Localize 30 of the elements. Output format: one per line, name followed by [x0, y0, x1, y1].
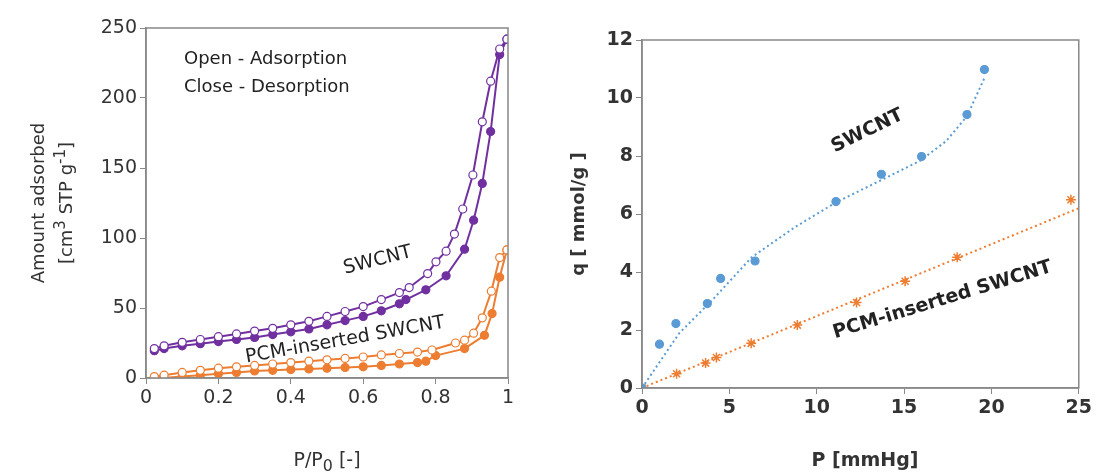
y-tick-label: 10: [606, 84, 633, 107]
y-tick-label: 50: [112, 294, 137, 317]
x-tick-label: 0.4: [275, 385, 306, 408]
annotation: Open - Adsorption: [184, 46, 348, 68]
y-tick-label: 6: [619, 200, 633, 223]
y-tick-label: 8: [619, 142, 633, 165]
annotation: Close - Desorption: [184, 74, 350, 96]
y-tick-label: 250: [100, 14, 137, 37]
x-tick-label: 0: [635, 395, 649, 418]
x-axis-title: P [mmHg]: [811, 448, 919, 470]
x-tick-label: 0.8: [420, 385, 451, 408]
x-tick-label: 15: [890, 395, 918, 418]
y-tick-label: 0: [124, 364, 137, 387]
y-axis-title: q [ mmol/g ]: [567, 151, 589, 278]
y-tick-label: 12: [606, 26, 633, 49]
x-axis-title: P/P$_{0}$ [-]: [293, 448, 361, 474]
x-tick-label: 0: [139, 385, 153, 408]
y-tick-label: 4: [619, 258, 633, 281]
y-tick-label: 100: [100, 224, 137, 247]
y-tick-label: 200: [100, 84, 137, 107]
x-tick-label: 0.2: [203, 385, 234, 408]
x-tick-label: 20: [978, 395, 1005, 418]
y-tick-label: 150: [100, 154, 137, 177]
y-tick-label: 2: [619, 316, 633, 339]
x-tick-label: 25: [1065, 395, 1093, 418]
x-tick-label: 0.6: [348, 385, 379, 408]
x-tick-label: 5: [722, 395, 736, 418]
x-tick-label: 1: [501, 385, 515, 408]
x-tick-label: 10: [803, 395, 830, 418]
annotation: SWCNT: [340, 239, 415, 278]
